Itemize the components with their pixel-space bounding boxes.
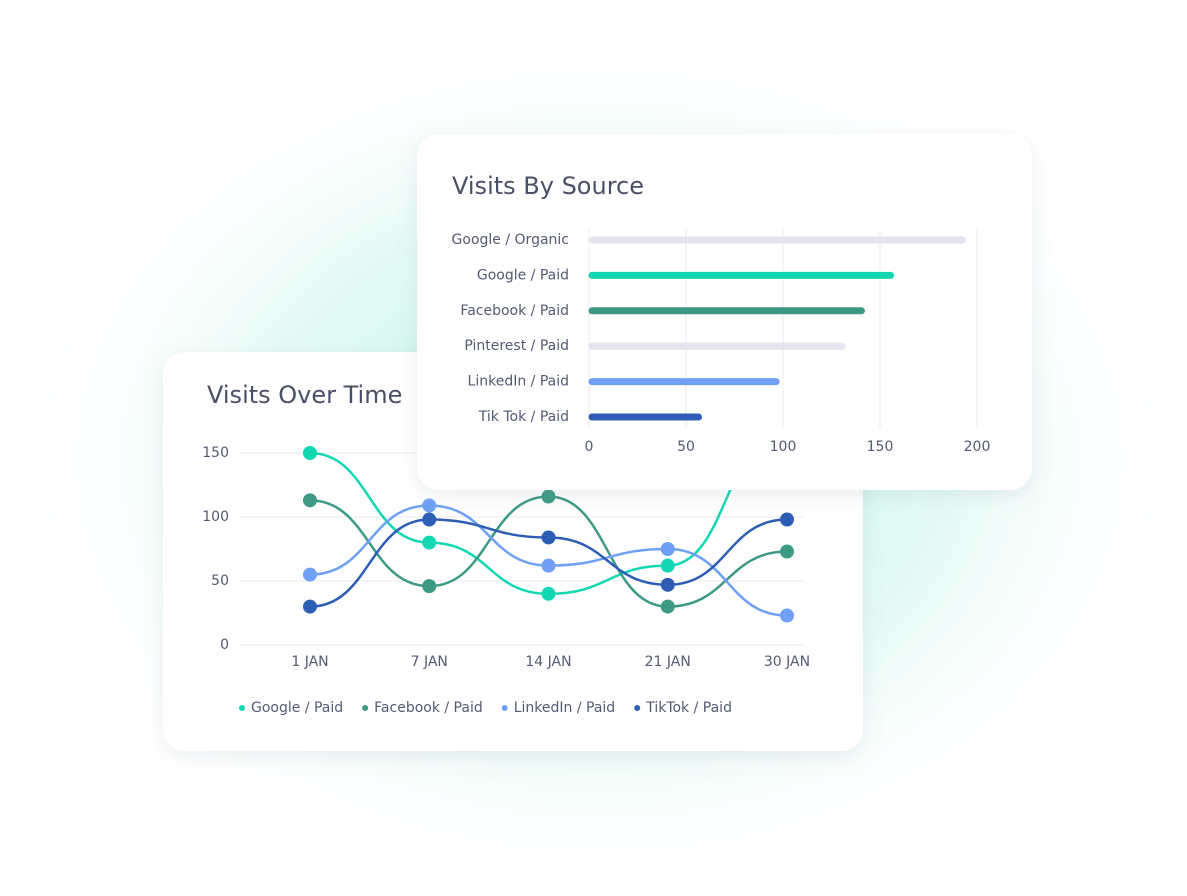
chart-title: Visits By Source xyxy=(452,172,644,200)
y-tick-label: Google / Paid xyxy=(477,267,569,283)
x-tick-label: 21 JAN xyxy=(645,654,691,670)
legend-marker xyxy=(634,705,641,711)
data-point xyxy=(780,544,794,559)
x-tick-label: 100 xyxy=(770,439,797,455)
data-point xyxy=(660,599,675,614)
legend-label: TikTok / Paid xyxy=(645,700,732,716)
data-point xyxy=(541,530,556,545)
data-point xyxy=(660,558,675,573)
data-point xyxy=(660,577,675,592)
legend-label: LinkedIn / Paid xyxy=(514,700,615,716)
legend-label: Facebook / Paid xyxy=(374,700,483,716)
y-tick-label: 50 xyxy=(211,573,229,589)
data-point xyxy=(660,542,675,556)
y-tick-label: 150 xyxy=(202,445,229,461)
bar-card: Visits By Source 0 50 100 150 200 Google / Or… xyxy=(417,134,1032,490)
x-tick-label: 1 JAN xyxy=(291,654,328,670)
data-point xyxy=(422,579,437,594)
data-point xyxy=(303,493,317,508)
data-point xyxy=(541,586,556,601)
data-point xyxy=(422,498,437,513)
legend-label: Google / Paid xyxy=(251,700,343,716)
y-tick-label: 0 xyxy=(220,637,229,653)
data-point xyxy=(422,512,437,527)
data-point xyxy=(303,446,317,460)
data-point xyxy=(303,599,317,614)
y-tick-label: Pinterest / Paid xyxy=(464,338,569,354)
x-tick-label: 150 xyxy=(867,439,894,455)
data-point xyxy=(780,608,794,623)
legend-marker xyxy=(239,705,245,711)
data-point xyxy=(780,512,794,527)
x-tick-label: 7 JAN xyxy=(411,654,448,670)
data-point xyxy=(541,558,556,573)
y-tick-label: Facebook / Paid xyxy=(460,303,569,319)
x-tick-label: 50 xyxy=(677,439,695,455)
y-tick-label: LinkedIn / Paid xyxy=(468,374,569,390)
x-tick-label: 14 JAN xyxy=(525,654,571,670)
chart-title: Visits Over Time xyxy=(207,381,402,409)
legend-marker xyxy=(501,705,508,711)
legend-marker xyxy=(362,705,369,711)
x-tick-label: 200 xyxy=(964,439,991,455)
y-tick-label: Tik Tok / Paid xyxy=(478,409,569,425)
x-tick-label: 30 JAN xyxy=(764,654,810,670)
y-tick-label: 100 xyxy=(202,509,229,525)
data-point xyxy=(422,535,437,550)
x-tick-label: 0 xyxy=(585,439,594,455)
plot xyxy=(303,420,794,623)
data-point xyxy=(303,567,317,582)
y-tick-label: Google / Organic xyxy=(452,232,569,248)
data-point xyxy=(541,489,556,504)
